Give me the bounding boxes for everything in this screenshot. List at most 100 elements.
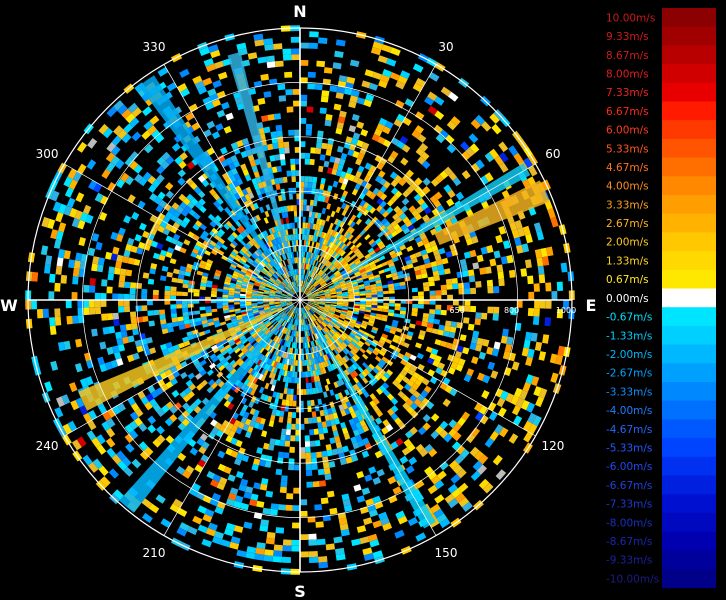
- velocity-cell: [216, 231, 223, 238]
- velocity-cell: [279, 268, 284, 275]
- velocity-cell: [371, 291, 378, 295]
- velocity-cell: [195, 240, 203, 248]
- velocity-cell: [272, 342, 278, 348]
- velocity-cell: [286, 394, 291, 401]
- velocity-cell: [396, 270, 404, 276]
- velocity-cell: [326, 315, 332, 320]
- velocity-cell: [324, 354, 329, 361]
- velocity-cell: [326, 449, 333, 457]
- velocity-cell: [344, 204, 350, 211]
- velocity-cell: [383, 372, 391, 380]
- velocity-cell: [265, 273, 271, 279]
- velocity-cell: [363, 99, 373, 108]
- velocity-cell: [117, 293, 124, 300]
- velocity-cell: [365, 349, 373, 355]
- velocity-cell: [328, 322, 334, 328]
- velocity-cell: [248, 240, 254, 247]
- velocity-cell: [240, 248, 247, 254]
- velocity-cell: [325, 149, 332, 156]
- velocity-cell: [332, 162, 339, 170]
- velocity-cell: [402, 355, 410, 362]
- velocity-cell: [115, 331, 122, 339]
- velocity-cell: [313, 301, 320, 302]
- velocity-cell: [470, 305, 477, 313]
- velocity-cell: [288, 234, 292, 241]
- velocity-cell: [330, 305, 337, 308]
- velocity-cell: [333, 381, 339, 389]
- velocity-cell: [224, 528, 234, 537]
- velocity-cell: [388, 309, 395, 314]
- velocity-cell: [300, 510, 308, 517]
- velocity-cell: [374, 364, 382, 372]
- velocity-cell: [161, 151, 171, 161]
- velocity-cell: [291, 353, 295, 360]
- velocity-cell: [93, 182, 103, 193]
- velocity-cell: [358, 284, 365, 288]
- velocity-cell: [283, 280, 288, 286]
- velocity-cell: [306, 347, 310, 354]
- velocity-cell: [327, 167, 333, 175]
- velocity-cell: [309, 440, 316, 447]
- velocity-cell: [492, 313, 499, 321]
- velocity-cell: [212, 193, 221, 201]
- velocity-cell: [448, 428, 458, 438]
- velocity-cell: [319, 250, 324, 257]
- velocity-cell: [289, 305, 295, 310]
- velocity-cell: [416, 352, 424, 360]
- velocity-cell: [309, 309, 314, 315]
- velocity-cell: [321, 207, 327, 215]
- velocity-cell: [428, 281, 435, 287]
- velocity-cell: [264, 289, 270, 293]
- velocity-cell: [326, 365, 332, 372]
- velocity-cell: [182, 336, 189, 343]
- velocity-cell: [289, 291, 294, 296]
- velocity-cell: [339, 280, 346, 284]
- velocity-cell: [293, 275, 296, 281]
- velocity-cell: [337, 265, 343, 271]
- velocity-cell: [424, 466, 434, 476]
- velocity-cell: [89, 285, 96, 293]
- velocity-cell: [77, 141, 88, 153]
- velocity-cell: [311, 457, 318, 465]
- velocity-cell: [310, 322, 314, 329]
- velocity-cell: [141, 305, 148, 312]
- velocity-cell: [405, 362, 413, 369]
- velocity-cell: [263, 319, 270, 324]
- velocity-cell: [139, 450, 150, 461]
- legend-label: 4.00m/s: [606, 181, 649, 193]
- velocity-cell: [373, 258, 381, 264]
- legend-label: -7.33m/s: [606, 499, 652, 511]
- velocity-cell: [308, 417, 313, 424]
- velocity-cell: [50, 190, 60, 202]
- velocity-cell: [434, 494, 445, 504]
- velocity-cell: [451, 488, 462, 499]
- velocity-cell: [264, 549, 274, 556]
- velocity-cell: [152, 252, 160, 260]
- bearing-spoke: [299, 163, 536, 301]
- velocity-cell: [321, 90, 330, 97]
- legend-label: 10.00m/s: [606, 12, 655, 24]
- velocity-cell: [307, 302, 313, 306]
- velocity-cell: [279, 236, 284, 243]
- velocity-cell: [378, 269, 385, 275]
- velocity-cell: [291, 324, 294, 331]
- velocity-cell: [402, 402, 411, 411]
- velocity-cell: [339, 316, 346, 320]
- velocity-cell: [183, 315, 190, 321]
- velocity-cell: [374, 355, 382, 363]
- velocity-cell: [328, 461, 336, 468]
- velocity-cell: [364, 218, 372, 226]
- velocity-cell: [226, 336, 233, 342]
- velocity-cell: [105, 162, 116, 173]
- velocity-cell: [355, 170, 362, 179]
- velocity-cell: [400, 205, 409, 213]
- velocity-cell: [170, 238, 179, 245]
- velocity-cell: [391, 323, 398, 328]
- velocity-cell: [279, 311, 285, 316]
- velocity-cell: [342, 178, 349, 185]
- velocity-cell: [266, 322, 272, 328]
- velocity-cell: [233, 525, 244, 533]
- velocity-cell: [259, 332, 265, 338]
- velocity-cell: [292, 245, 295, 252]
- velocity-cell: [138, 422, 148, 432]
